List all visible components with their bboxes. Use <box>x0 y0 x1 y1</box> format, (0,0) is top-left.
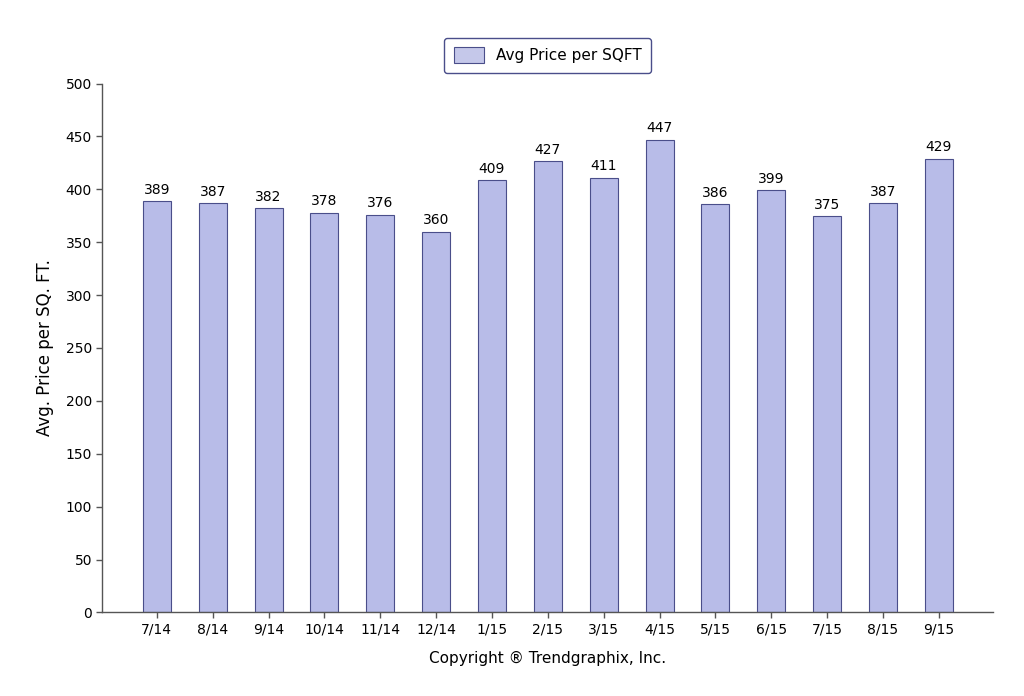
Bar <box>645 140 674 612</box>
Text: 411: 411 <box>591 159 616 173</box>
Bar <box>758 191 785 612</box>
Text: 447: 447 <box>646 121 673 135</box>
Bar <box>199 203 226 612</box>
Text: 387: 387 <box>200 185 226 199</box>
Text: 389: 389 <box>143 183 170 197</box>
Bar <box>478 180 506 612</box>
Text: 427: 427 <box>535 143 561 157</box>
Text: 409: 409 <box>479 161 505 175</box>
Text: 387: 387 <box>869 185 896 199</box>
Text: 378: 378 <box>311 194 338 208</box>
X-axis label: Copyright ® Trendgraphix, Inc.: Copyright ® Trendgraphix, Inc. <box>429 651 667 666</box>
Bar <box>590 177 617 612</box>
Text: 360: 360 <box>423 214 450 228</box>
Bar <box>813 216 841 612</box>
Bar <box>925 159 952 612</box>
Y-axis label: Avg. Price per SQ. FT.: Avg. Price per SQ. FT. <box>37 260 54 436</box>
Bar <box>422 232 451 612</box>
Bar <box>143 201 171 612</box>
Bar <box>534 161 562 612</box>
Bar <box>255 208 283 612</box>
Legend: Avg Price per SQFT: Avg Price per SQFT <box>444 38 651 72</box>
Text: 429: 429 <box>926 141 952 155</box>
Text: 386: 386 <box>702 186 729 200</box>
Text: 382: 382 <box>255 190 282 204</box>
Bar <box>367 214 394 612</box>
Text: 399: 399 <box>758 172 784 186</box>
Bar <box>310 212 338 612</box>
Bar <box>701 204 729 612</box>
Text: 375: 375 <box>814 198 841 212</box>
Bar <box>869 203 897 612</box>
Text: 376: 376 <box>367 196 393 210</box>
